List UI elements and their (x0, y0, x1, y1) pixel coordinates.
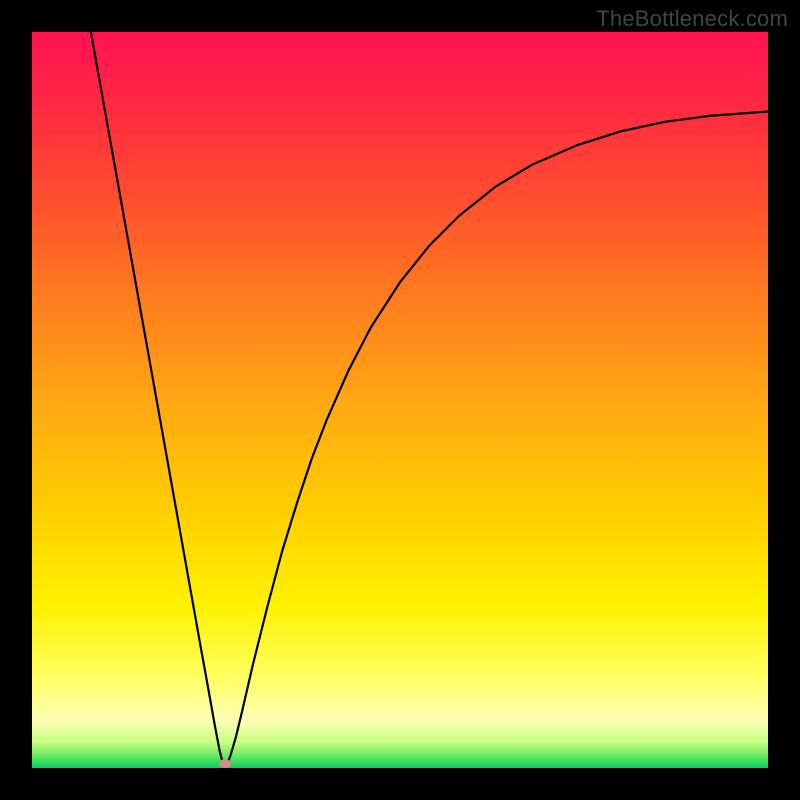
optimal-point-marker (219, 759, 231, 768)
watermark-text: TheBottleneck.com (596, 6, 788, 32)
bottleneck-curve-chart (32, 32, 768, 768)
chart-container: { "canvas": { "width": 800, "height": 80… (0, 0, 800, 800)
plot-area (32, 32, 768, 768)
gradient-background (32, 32, 768, 768)
